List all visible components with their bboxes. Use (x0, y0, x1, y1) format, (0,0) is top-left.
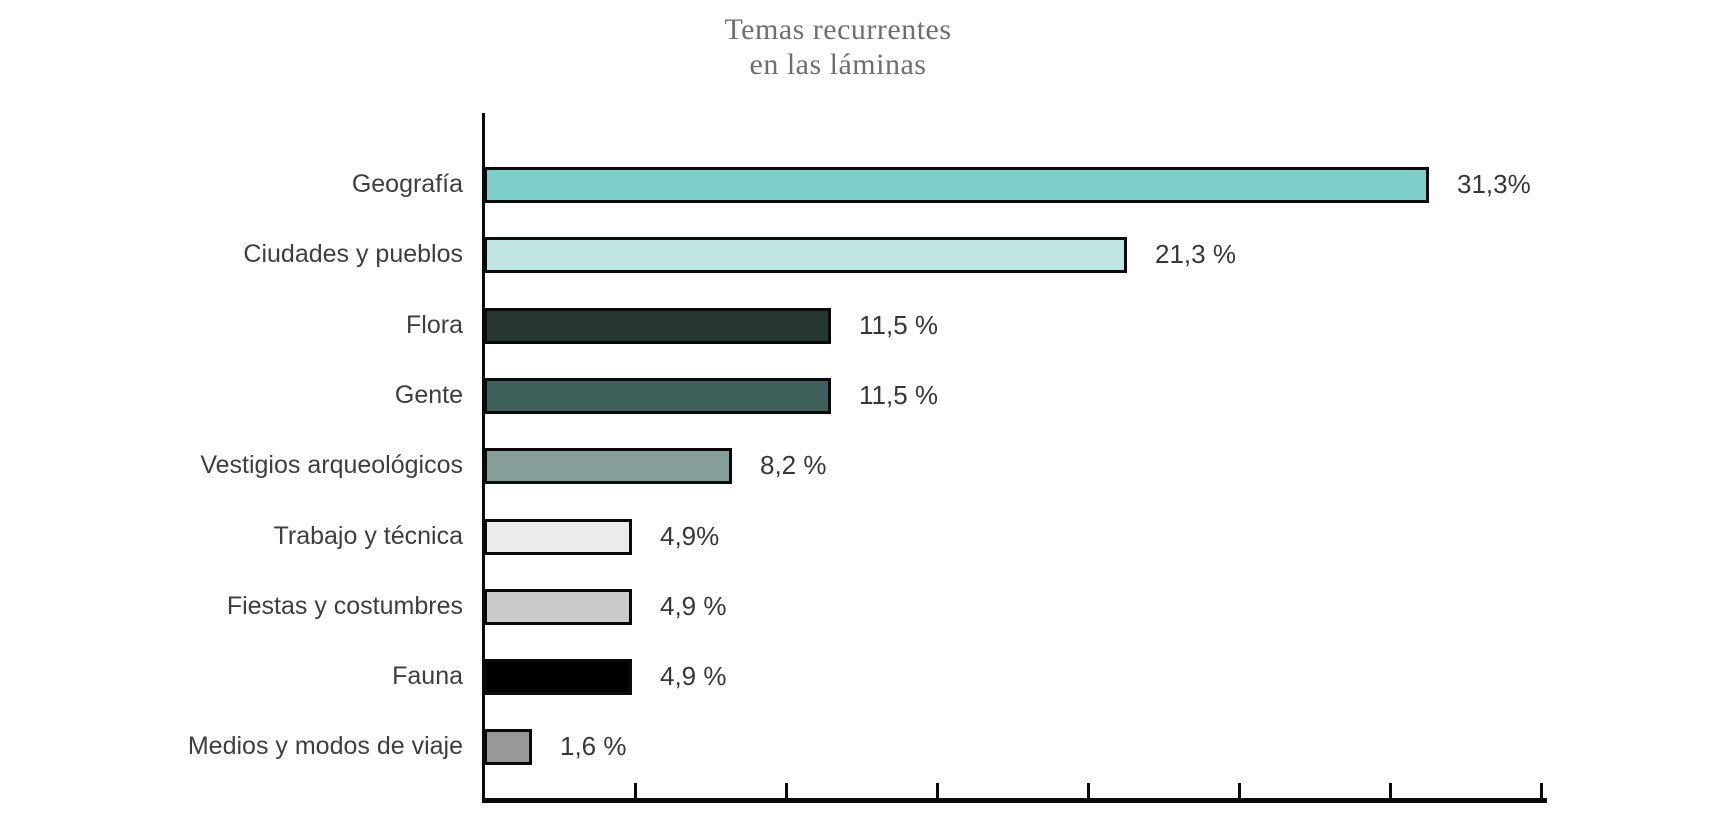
bar-row: Fauna 4,9 % (0, 659, 1709, 695)
category-label: Fiestas y costumbres (226, 592, 463, 620)
category-label: Vestigios arqueológicos (200, 451, 463, 479)
bar-row: Medios y modos de viaje 1,6 % (0, 729, 1709, 765)
chart-title: Temas recurrentes en las láminas (538, 12, 1138, 82)
category-label: Flora (406, 311, 463, 339)
value-label: 8,2 % (760, 450, 827, 480)
x-axis-line (482, 798, 1547, 803)
bar (484, 659, 632, 695)
bar (484, 519, 632, 555)
category-label: Ciudades y pueblos (243, 240, 463, 268)
x-axis-tick (1540, 783, 1543, 798)
bar-row: Flora 11,5 % (0, 308, 1709, 344)
chart-title-line-1: Temas recurrentes (724, 13, 952, 46)
x-axis-tick (1087, 783, 1090, 798)
category-label: Gente (394, 381, 463, 409)
bar-row: Geografía 31,3% (0, 167, 1709, 203)
bar (484, 237, 1127, 273)
value-label: 4,9 % (660, 591, 727, 621)
bar (484, 448, 732, 484)
value-label: 4,9 % (660, 661, 727, 691)
bar-row: Vestigios arqueológicos 8,2 % (0, 448, 1709, 484)
category-label: Fauna (392, 662, 463, 690)
bar (484, 167, 1429, 203)
bar (484, 589, 632, 625)
x-axis-tick (785, 783, 788, 798)
category-label: Trabajo y técnica (273, 522, 463, 550)
x-axis-tick (634, 783, 637, 798)
bar-row: Ciudades y pueblos 21,3 % (0, 237, 1709, 273)
x-axis-tick (1238, 783, 1241, 798)
value-label: 11,5 % (859, 310, 939, 340)
bar (484, 729, 532, 765)
bar-row: Gente 11,5 % (0, 378, 1709, 414)
value-label: 31,3% (1457, 169, 1531, 199)
bar (484, 308, 831, 344)
x-axis-tick (936, 783, 939, 798)
category-label: Geografía (351, 170, 463, 198)
value-label: 4,9% (660, 521, 720, 551)
value-label: 21,3 % (1155, 239, 1236, 269)
value-label: 11,5 % (859, 380, 939, 410)
bar-row: Trabajo y técnica 4,9% (0, 519, 1709, 555)
bar (484, 378, 831, 414)
bar-row: Fiestas y costumbres 4,9 % (0, 589, 1709, 625)
category-label: Medios y modos de viaje (187, 732, 463, 760)
value-label: 1,6 % (560, 731, 627, 761)
chart-title-line-2: en las láminas (749, 48, 927, 81)
x-axis-tick (1389, 783, 1392, 798)
y-axis-line (482, 113, 485, 803)
